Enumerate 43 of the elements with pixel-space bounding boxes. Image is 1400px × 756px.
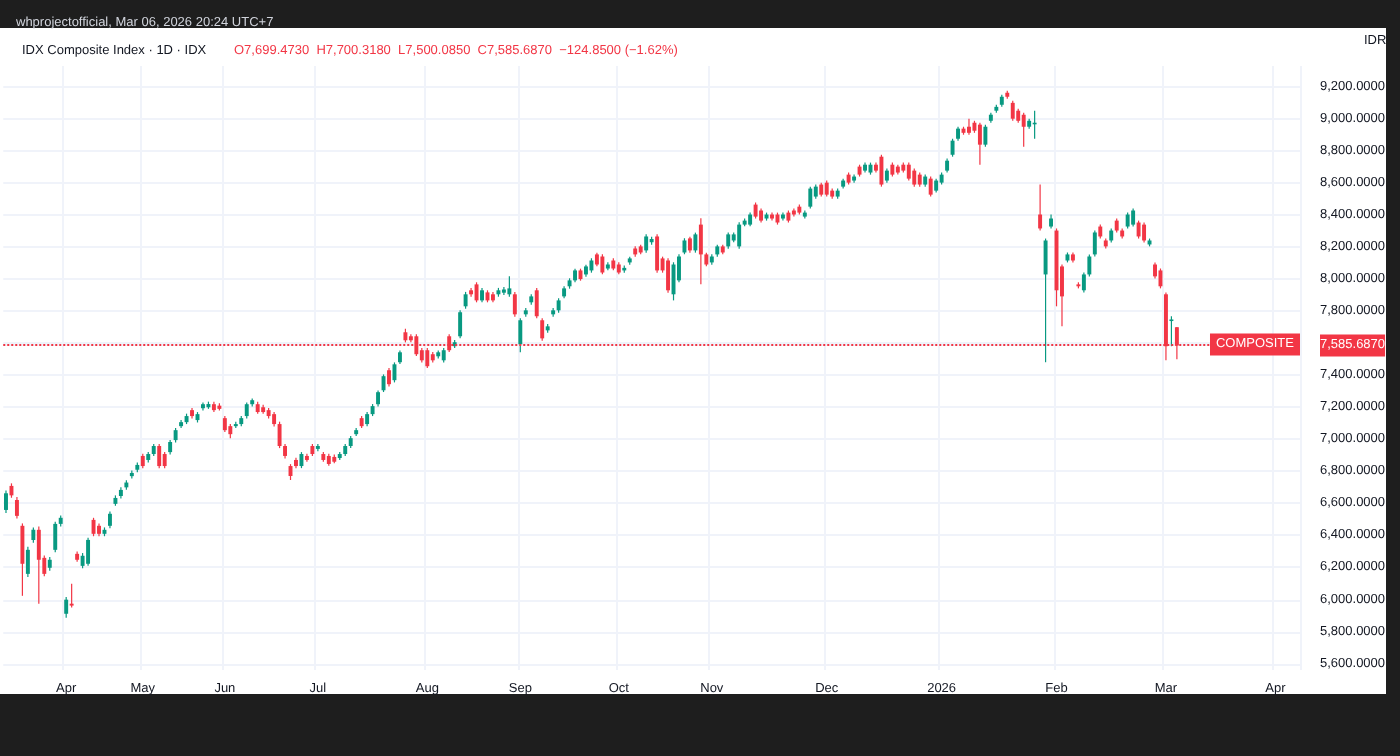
- candlestick: [1010, 100, 1015, 122]
- candlestick: [1142, 221, 1147, 244]
- candlestick: [14, 496, 19, 520]
- candlestick: [474, 281, 479, 303]
- candlestick: [737, 221, 742, 250]
- candlestick: [20, 522, 25, 597]
- candlestick: [1038, 183, 1043, 232]
- candlestick: [534, 287, 539, 319]
- candlestick: [507, 275, 512, 298]
- candlestick: [600, 253, 605, 275]
- candlestick: [698, 217, 703, 285]
- candlestick: [977, 122, 982, 166]
- candlestick: [693, 232, 698, 254]
- candlestick: [4, 489, 8, 514]
- candlestick: [928, 175, 933, 198]
- candlestick: [879, 154, 884, 188]
- candlestick: [91, 517, 96, 537]
- candlestick: [1043, 237, 1048, 363]
- candlestick: [808, 186, 813, 210]
- candlestick: [1092, 229, 1097, 258]
- candlestick: [1169, 315, 1174, 347]
- candlestick: [912, 167, 917, 188]
- candlestick: [967, 118, 971, 136]
- candlestick: [655, 233, 660, 274]
- candlestick: [86, 537, 91, 567]
- candlestick: [53, 521, 58, 553]
- candlestick: [469, 287, 474, 298]
- candlestick: [983, 124, 988, 148]
- candlestick: [36, 526, 41, 605]
- candlestick: [512, 291, 517, 318]
- candlestick: [157, 443, 162, 469]
- candlestick: [644, 233, 649, 254]
- candlestick: [118, 486, 123, 500]
- candlestick: [69, 583, 74, 609]
- candlestick: [64, 596, 69, 619]
- candlestick: [518, 317, 523, 353]
- candlestick: [25, 546, 30, 578]
- candlestick: [1021, 112, 1026, 148]
- candlestick: [392, 361, 397, 384]
- candlestick: [458, 309, 463, 339]
- candlestick: [387, 367, 391, 388]
- candlestick: [666, 257, 671, 294]
- candlestick: [540, 317, 545, 342]
